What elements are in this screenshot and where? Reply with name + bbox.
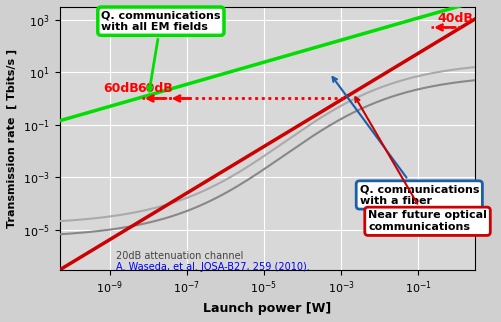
- Text: 20dB attenuation channel: 20dB attenuation channel: [117, 251, 244, 261]
- Text: Q. communications
with a fiber: Q. communications with a fiber: [333, 77, 479, 206]
- X-axis label: Launch power [W]: Launch power [W]: [203, 302, 332, 315]
- Y-axis label: Transmission rate  [ Tbits/s ]: Transmission rate [ Tbits/s ]: [7, 49, 17, 228]
- Text: A. Waseda, et al. JOSA-B27, 259 (2010).: A. Waseda, et al. JOSA-B27, 259 (2010).: [117, 262, 310, 272]
- Text: Near future optical
communications: Near future optical communications: [355, 97, 487, 232]
- Text: 40dB: 40dB: [438, 12, 474, 25]
- Text: 60dB: 60dB: [103, 82, 139, 95]
- Text: 60dB: 60dB: [137, 82, 173, 95]
- Text: Q. communications
with all EM fields: Q. communications with all EM fields: [101, 10, 220, 91]
